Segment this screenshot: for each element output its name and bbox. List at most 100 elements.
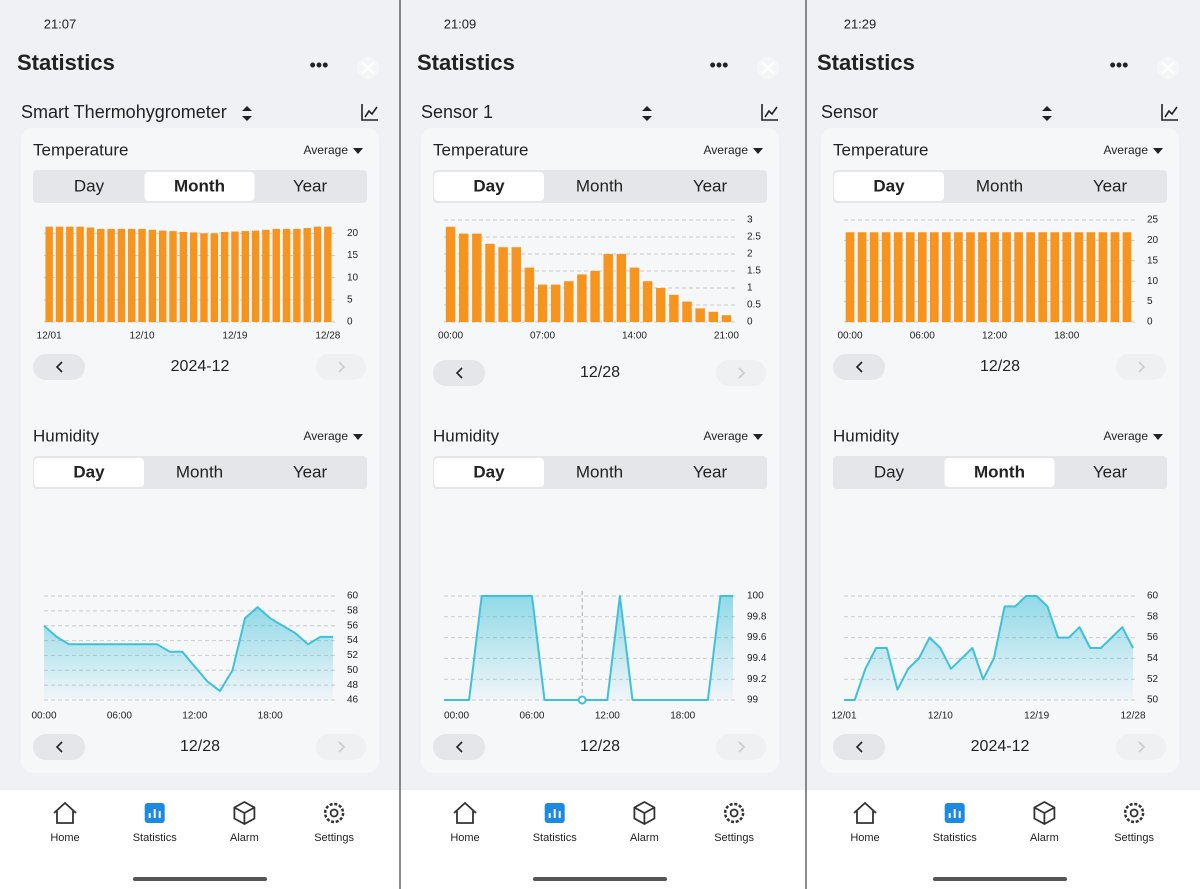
home-indicator: [533, 877, 667, 881]
tab[interactable]: Month: [176, 462, 223, 481]
tab-selected: [144, 172, 255, 201]
device-switch[interactable]: [642, 106, 652, 121]
trend-icon[interactable]: [761, 104, 778, 121]
tab-selected: [944, 458, 1055, 487]
bar: [1002, 232, 1011, 322]
x-tick-label: 07:00: [530, 331, 555, 342]
tab[interactable]: Year: [293, 176, 328, 195]
tab[interactable]: Day: [873, 176, 905, 195]
y-tick-label: 54: [1147, 653, 1159, 664]
x-tick-label: 12/19: [222, 331, 247, 342]
y-tick-label: 99.8: [747, 611, 767, 622]
nav-label[interactable]: Home: [850, 832, 879, 844]
nav-label[interactable]: Alarm: [1030, 832, 1059, 844]
y-tick-label: 50: [347, 665, 359, 676]
tab[interactable]: Month: [976, 176, 1023, 195]
y-tick-label: 48: [347, 680, 359, 691]
period: 12/28: [180, 738, 220, 755]
more-button[interactable]: •••: [710, 55, 729, 75]
x-tick-label: 12/10: [130, 331, 155, 342]
mode-select: Average: [704, 429, 749, 443]
tab[interactable]: Month: [576, 176, 623, 195]
nav-label[interactable]: Settings: [1114, 832, 1154, 844]
bar: [107, 228, 115, 322]
nav-label[interactable]: Statistics: [933, 832, 978, 844]
bar: [55, 226, 64, 322]
tab[interactable]: Year: [693, 462, 728, 481]
bar: [656, 288, 666, 322]
prev-button[interactable]: [33, 734, 85, 760]
tab[interactable]: Day: [74, 176, 105, 195]
bar: [200, 233, 208, 322]
mode-select: Average: [704, 143, 749, 157]
device-name: Sensor 1: [421, 102, 493, 122]
x-tick-label: 12:00: [982, 331, 1007, 342]
trend-icon[interactable]: [361, 104, 378, 121]
more-button[interactable]: •••: [1110, 55, 1129, 75]
y-tick-label: 58: [347, 605, 359, 616]
section-label: Temperature: [33, 140, 128, 159]
prev-button[interactable]: [433, 360, 485, 386]
next-button: [1116, 354, 1166, 380]
prev-button[interactable]: [833, 354, 885, 380]
nav-label[interactable]: Home: [50, 832, 79, 844]
device-switch[interactable]: [1042, 106, 1052, 121]
bar: [485, 243, 495, 322]
tab[interactable]: Month: [174, 176, 225, 195]
mode-select: Average: [304, 143, 349, 157]
bar: [97, 228, 105, 322]
home-icon: [53, 801, 77, 824]
tab[interactable]: Year: [1093, 176, 1128, 195]
bar: [1086, 232, 1096, 322]
bar: [1074, 232, 1084, 322]
settings-core: [329, 808, 339, 818]
bar: [262, 229, 270, 322]
prev-button[interactable]: [833, 734, 885, 760]
device-switch[interactable]: [242, 106, 252, 121]
bar: [564, 281, 574, 322]
x-tick-label: 12/10: [928, 711, 953, 722]
y-tick-label: 50: [1147, 695, 1159, 706]
bar: [881, 232, 891, 322]
tab-bar-bg: [806, 790, 1200, 889]
close-icon: [761, 61, 775, 75]
bar: [893, 232, 903, 322]
bar: [1122, 232, 1132, 322]
nav-label[interactable]: Alarm: [230, 832, 259, 844]
tab[interactable]: Month: [576, 462, 623, 481]
bar: [629, 267, 640, 322]
nav-label[interactable]: Settings: [314, 832, 354, 844]
nav-label[interactable]: Settings: [714, 832, 754, 844]
screen-title: Statistics: [417, 50, 515, 75]
bar: [158, 230, 167, 322]
prev-button[interactable]: [33, 354, 85, 380]
mode-arrow: [1153, 434, 1163, 440]
y-tick-label: 99.6: [747, 632, 767, 643]
tab[interactable]: Day: [473, 176, 505, 195]
x-tick-label: 18:00: [1054, 331, 1079, 342]
tab[interactable]: Day: [73, 462, 105, 481]
bar: [324, 226, 332, 322]
screen-title: Statistics: [17, 50, 115, 75]
prev-button[interactable]: [433, 734, 485, 760]
tab[interactable]: Year: [693, 176, 728, 195]
bar: [138, 228, 146, 322]
tab[interactable]: Day: [874, 462, 905, 481]
more-button[interactable]: •••: [310, 55, 329, 75]
bar: [990, 232, 999, 322]
x-tick-label: 06:00: [519, 711, 544, 722]
y-tick-label: 0: [1147, 317, 1153, 328]
nav-label[interactable]: Statistics: [533, 832, 578, 844]
tab[interactable]: Day: [473, 462, 505, 481]
tab[interactable]: Month: [974, 462, 1025, 481]
y-tick-label: 100: [747, 591, 764, 602]
nav-label[interactable]: Home: [450, 832, 479, 844]
x-tick-label: 12/19: [1024, 711, 1049, 722]
tab[interactable]: Year: [1093, 462, 1128, 481]
trend-icon[interactable]: [1161, 104, 1178, 121]
tab[interactable]: Year: [293, 462, 328, 481]
bar: [117, 228, 126, 322]
nav-label[interactable]: Statistics: [133, 832, 178, 844]
nav-label[interactable]: Alarm: [630, 832, 659, 844]
tab-selected: [434, 458, 544, 487]
